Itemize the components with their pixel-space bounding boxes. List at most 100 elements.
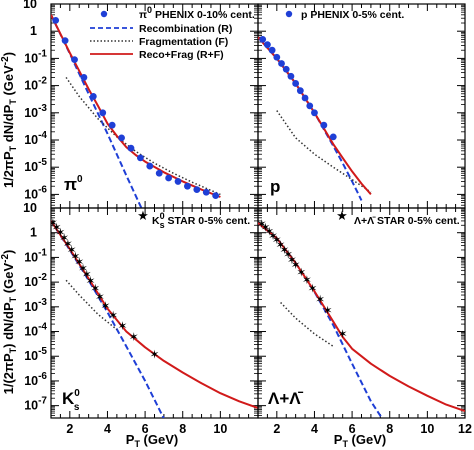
data-point [146,162,154,170]
legend-k0s: ★ K0 s STAR 0-5% cent. [137,209,250,230]
plot-area-pi0 [51,14,221,208]
data-point [264,41,271,49]
y-tick-label: 10-5 [24,157,47,174]
data-point-star: ✶ [85,274,95,288]
y-tick-label: 10-1 [24,48,47,65]
y-axis-title-bottom: 1/(2πPT) dN/dPT (GeV-2) [0,250,18,395]
data-point [193,186,201,194]
data-point-star: ✶ [70,249,80,263]
series-dotted-lambda [280,301,334,348]
data-point-star: ✶ [55,226,65,240]
data-point [155,169,163,177]
data-point-star: ✶ [101,299,111,313]
data-point [184,182,191,190]
legend-marker-phenix-p [285,10,293,18]
data-point-star: ✶ [264,225,274,239]
data-point-star: ✶ [90,282,100,296]
legend-marker-star-lambda: ★ [336,209,348,224]
panel-label-k0s: K0 s [62,388,80,413]
panels: 10 1 10-1 10-2 10-3 10-4 10-5 10-6 2 4 6 8 10 10 1 10-1… [23,0,472,436]
data-point-star: ✶ [338,327,348,341]
y-tick-label: 10-3 [24,103,47,120]
svg-text:π0 PHENIX 0-10% cent.: π0 PHENIX 0-10% cent. [139,5,255,21]
panel-p [257,3,466,209]
y-tick-label: 10-3 [24,297,47,314]
plot-frame-lambda [257,207,466,419]
legend-p: p PHENIX 0-5% cent. [285,9,404,21]
data-point [71,56,78,64]
svg-text:Fragmentation (F): Fragmentation (F) [139,36,228,48]
x-tick-label: 8 [179,422,186,436]
y-tick-label: 10-6 [24,184,47,201]
data-point-star: ✶ [287,253,297,267]
data-point-star: ✶ [260,221,270,235]
svg-text:1/(2πPT) dN/dPT (GeV-2): 1/(2πPT) dN/dPT (GeV-2) [0,250,18,395]
data-point-star: ✶ [74,255,84,269]
panel-k0s: 2 4 6 8 1010110-110-210-310-410-510-610-7✶✶✶… [23,201,259,436]
plot-area-lambda: ✶✶✶✶✶✶✶✶✶✶✶✶✶✶✶✶ [258,217,465,418]
svg-text:p PHENIX 0-5% cent.: p PHENIX 0-5% cent. [301,9,404,21]
panel-label-pi0: π0 [64,174,83,194]
data-point-star: ✶ [108,308,118,322]
series-solid-p [258,36,372,196]
plot-area-p [258,35,372,201]
svg-text:Reco+Frag (R+F): Reco+Frag (R+F) [139,49,224,61]
series-dashed-pi0 [51,14,143,208]
data-point-star: ✶ [52,221,62,235]
x-tick-label: 2 [66,422,73,436]
data-point-star: ✶ [63,237,73,251]
y-tick-label: 10-2 [24,76,47,93]
data-point [118,134,125,142]
data-point-star: ✶ [78,262,88,276]
data-point-star: ✶ [149,347,159,361]
svg-text:1/2πPT dN/dPT (GeV-2): 1/2πPT dN/dPT (GeV-2) [0,52,18,188]
data-point-star: ✶ [82,268,92,282]
data-point-star: ✶ [283,248,293,262]
x-tick-label: 8 [386,422,393,436]
data-point-star: ✶ [268,229,278,243]
svg-text:K0s STAR 0-5% cent.: K0 s STAR 0-5% cent. [152,211,250,230]
data-point-star: ✶ [67,243,77,257]
plot-frame-k0s [50,207,259,419]
data-point-star: ✶ [129,330,139,344]
data-point [306,102,314,110]
data-point-star: ✶ [308,282,318,296]
data-point [301,94,309,102]
y-tick-label: 10-4 [24,130,47,147]
x-tick-label: 4 [104,422,111,436]
data-point [52,16,60,24]
data-point-star: ✶ [323,304,333,318]
y-tick-label: 10 [23,0,37,11]
x-axis-title-right: PT (GeV) [334,432,386,449]
y-axis-title-top: 1/2πPT dN/dPT (GeV-2) [0,52,18,188]
legend-marker-star-k0s: ★ [137,209,149,224]
x-axis-title-left: PT (GeV) [126,432,178,449]
data-point-star: ✶ [291,258,301,272]
x-tick-label: 6 [142,422,149,436]
plot-area-k0s: ✶✶✶✶✶✶✶✶✶✶✶✶✶✶✶✶✶✶ [48,216,258,418]
data-point-star: ✶ [302,273,312,287]
data-point-star: ✶ [48,216,58,230]
data-point [329,133,337,141]
data-point [273,53,281,61]
series-dashed-k0s [51,220,165,418]
x-tick-label: 10 [213,422,227,436]
x-tick-label: 6 [349,422,356,436]
y-tick-label: 10-7 [24,396,47,413]
data-point [89,93,97,100]
data-point [292,80,300,87]
series-solid-k0s [51,220,258,409]
data-point-star: ✶ [272,233,282,247]
data-point [99,109,107,117]
x-tick-label: 4 [311,422,318,436]
data-point-star: ✶ [59,231,69,245]
data-point [165,174,173,182]
panel-label-lambda: Λ+Λ̄ [268,389,304,408]
data-point-star: ✶ [296,265,306,279]
panel-label-p: p [270,177,280,196]
data-point-star: ✶ [279,243,289,257]
data-point [212,192,220,200]
data-point [136,154,144,162]
y-tick-label: 10-5 [24,346,47,363]
